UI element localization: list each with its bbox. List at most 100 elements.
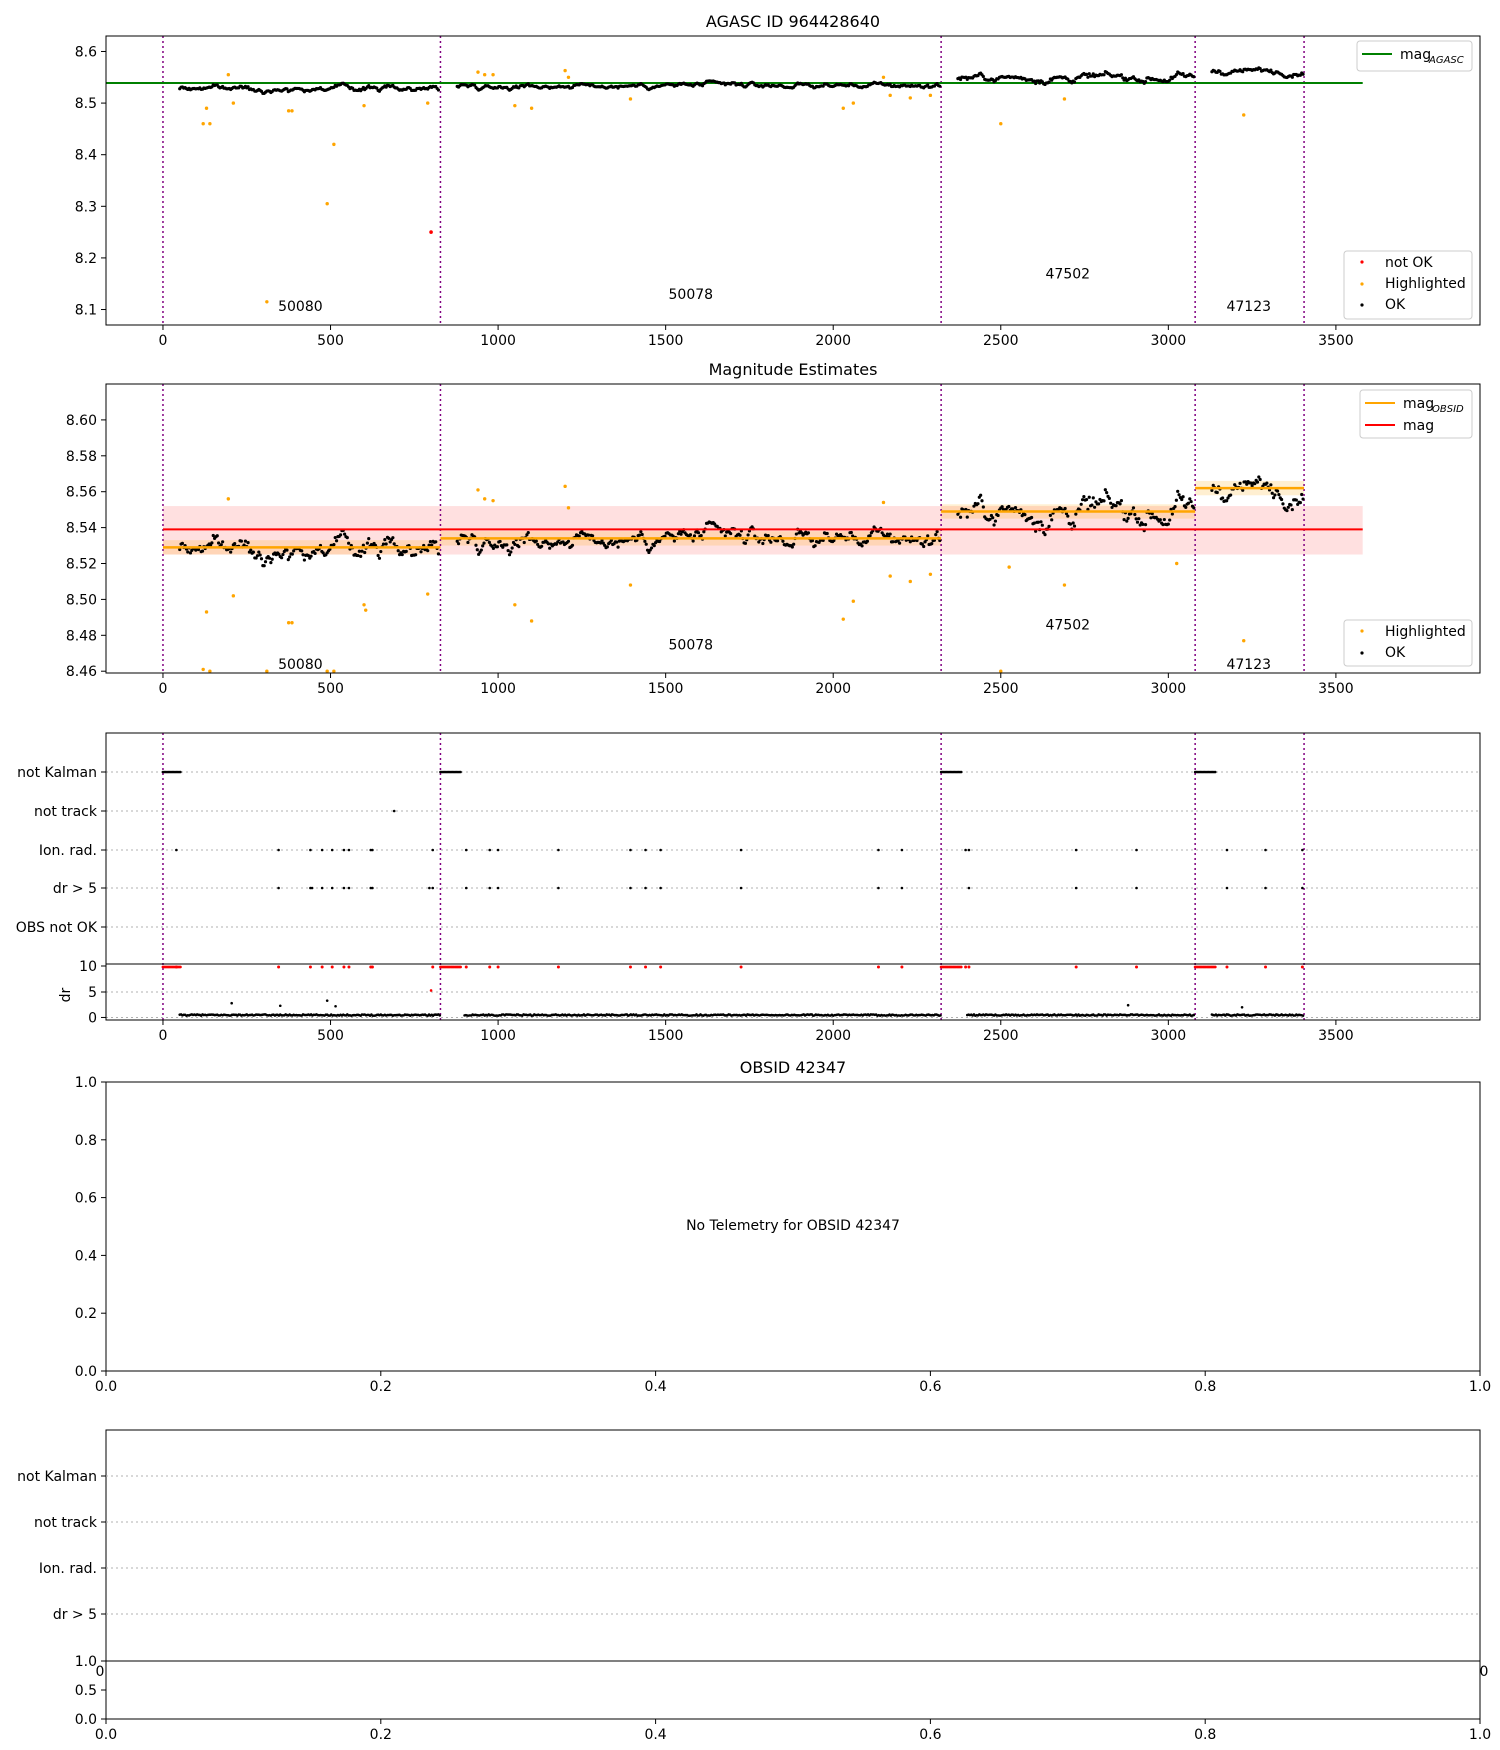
dr5-point <box>277 886 280 890</box>
ion-rad-point <box>877 848 880 852</box>
dr5-point <box>557 886 560 890</box>
legend-2-highlighted-marker <box>1360 629 1364 633</box>
ok-point <box>577 534 581 538</box>
panel-3-data <box>106 733 1480 1020</box>
ok-point <box>242 543 246 547</box>
ok-point <box>1137 517 1141 521</box>
flag-label: not Kalman <box>17 765 97 781</box>
ok-point <box>246 541 250 545</box>
dr-max-point <box>644 965 648 969</box>
ok-point <box>1249 481 1253 485</box>
ok-point <box>702 530 706 534</box>
ok-point <box>466 540 470 545</box>
dr-tick-label: 10 <box>79 959 97 975</box>
ok-point <box>1229 493 1233 497</box>
panel-4-frame <box>105 1081 1481 1372</box>
ok-point <box>506 548 510 553</box>
ok-point <box>652 544 656 548</box>
y-tick-label: 0.8 <box>75 1133 97 1149</box>
ok-point <box>487 540 491 544</box>
highlighted-point <box>928 93 933 98</box>
x-tick-label: 0.4 <box>644 1379 666 1395</box>
ok-point <box>980 499 984 503</box>
highlighted-point <box>325 202 329 206</box>
ok-point <box>428 539 432 544</box>
ok-point <box>233 542 237 546</box>
legend-2-highlighted-label: Highlighted <box>1385 624 1466 640</box>
ok-point <box>1176 489 1180 493</box>
ok-point <box>365 541 369 545</box>
ok-point <box>1241 70 1245 74</box>
ion-rad-point <box>629 848 632 852</box>
ok-point <box>981 505 985 509</box>
ok-point <box>996 513 1000 518</box>
obsid-segment-label: 50080 <box>278 299 323 315</box>
ok-point <box>794 532 798 536</box>
x-tick-label: 0.2 <box>370 1727 392 1743</box>
ok-point <box>825 531 829 536</box>
ok-point <box>1180 497 1184 502</box>
y-tick-label: 0.4 <box>75 1248 97 1264</box>
ok-point <box>891 540 895 544</box>
ok-point <box>259 557 264 561</box>
ion-rad-point <box>309 848 312 852</box>
ok-point <box>743 541 748 545</box>
dr-max-point <box>330 965 334 969</box>
highlighted-point <box>851 599 856 603</box>
highlighted-point <box>332 669 336 673</box>
ion-rad-point <box>967 848 971 852</box>
ok-point <box>1169 507 1173 511</box>
dr-point <box>939 1014 942 1017</box>
dr-point <box>1192 1013 1196 1017</box>
highlighted-point <box>841 617 845 621</box>
ok-point <box>367 537 371 541</box>
dr-max-point <box>277 965 281 969</box>
highlighted-point <box>513 103 517 108</box>
dr-axis-label: dr <box>58 987 74 1002</box>
highlighted-point <box>529 619 534 623</box>
not-kalman-point <box>179 770 182 774</box>
ok-point <box>387 536 391 540</box>
ok-point <box>813 544 817 548</box>
ok-point <box>426 549 430 553</box>
ok-point <box>1269 68 1273 72</box>
dr5-point <box>347 886 351 890</box>
ok-point <box>526 530 530 535</box>
ok-point <box>1269 483 1273 487</box>
ok-point <box>345 536 349 540</box>
ok-point <box>671 534 675 538</box>
ok-point <box>688 533 693 537</box>
dr-max-point <box>1300 965 1304 969</box>
y-tick-label: 8.1 <box>75 303 97 319</box>
ok-point <box>419 550 423 554</box>
dr5-point <box>1264 886 1267 890</box>
highlighted-point <box>201 667 205 672</box>
ok-point <box>1036 520 1040 524</box>
ok-point <box>1218 69 1222 73</box>
panel-agasc: AGASC ID 964428640 50080 50078 47502 47123 0… <box>75 12 1481 349</box>
ok-point <box>1047 524 1051 528</box>
y-tick-label: 0.5 <box>75 1683 97 1699</box>
ok-point <box>505 543 509 547</box>
ok-point <box>513 542 517 546</box>
ok-point <box>359 554 363 558</box>
legend-ok-label: OK <box>1385 297 1406 313</box>
ion-rad-point <box>900 848 904 852</box>
highlighted-point <box>908 96 912 100</box>
ok-point <box>926 83 930 87</box>
ok-point <box>1280 497 1284 502</box>
ion-rad-point <box>1074 848 1078 852</box>
ok-point <box>1177 493 1181 497</box>
dr-max-point <box>659 965 663 969</box>
ok-point <box>321 551 325 555</box>
ok-point <box>1072 524 1077 528</box>
highlighted-point <box>226 497 231 501</box>
ok-point <box>775 539 780 543</box>
dr-max-point <box>967 965 971 969</box>
ok-point <box>1173 505 1177 509</box>
panel-1-data <box>106 36 1363 325</box>
panel-1-axes: 50080 50078 47502 47123 0 500 1000 1500 2000 2500… <box>75 44 1354 349</box>
highlighted-point <box>362 603 366 607</box>
ok-point <box>647 550 651 555</box>
